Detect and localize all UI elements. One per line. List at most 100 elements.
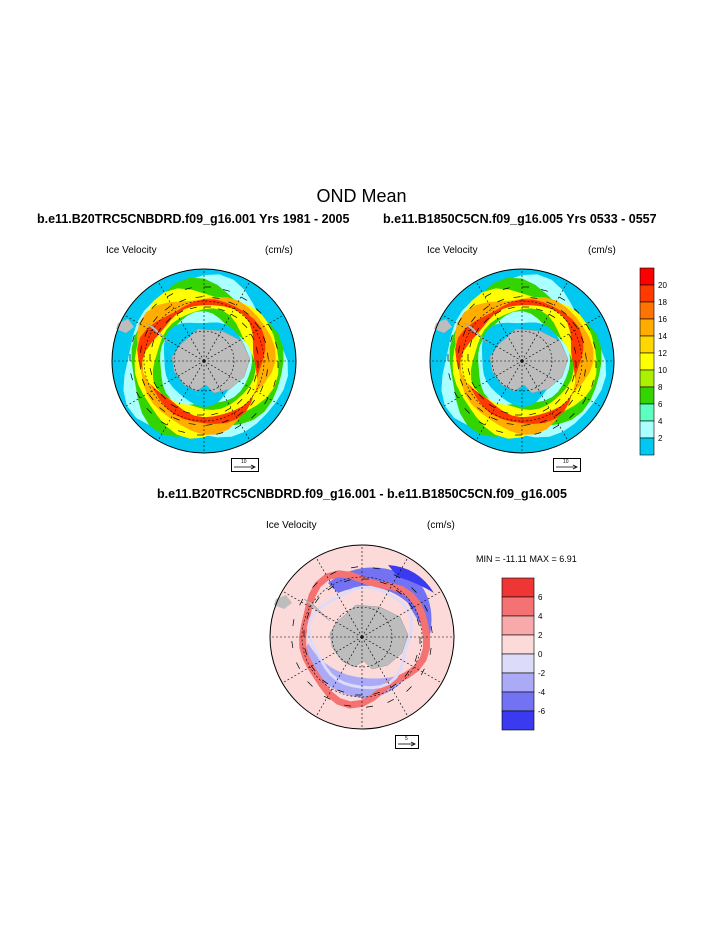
- panel1-vector: [260, 385, 264, 393]
- diff-vector: [307, 681, 313, 687]
- panel2-parallel: [461, 300, 583, 422]
- panel1-units: (cm/s): [265, 245, 293, 256]
- panel1-vector: [189, 306, 197, 310]
- velocity-colorbar-tick-label: 14: [658, 332, 667, 341]
- panel2-vector: [469, 303, 475, 309]
- diff-vector: [429, 647, 432, 655]
- panel1-vector: [139, 317, 144, 325]
- panel1-meridian: [203, 360, 251, 441]
- panel1-label: Ice Velocity: [106, 245, 157, 256]
- panel1-vector: [250, 333, 255, 341]
- velocity-colorbar-tick-label: 12: [658, 349, 667, 358]
- panel2-vector: [552, 424, 560, 429]
- panel2-vector: [477, 407, 484, 413]
- velocity-colorbar: 20 18 16 14 12 10 8 6 4 2: [639, 267, 667, 456]
- panel1-vector: [183, 411, 191, 414]
- diff-vector: [373, 691, 381, 695]
- panel1-vector: [216, 432, 224, 435]
- panel2-vector: [523, 424, 531, 426]
- panel2-parallel: [491, 330, 553, 392]
- diff-vector: [387, 699, 394, 703]
- panel1-vector: [153, 381, 158, 389]
- panel2-meridian: [521, 360, 602, 408]
- diff-vector: [296, 662, 300, 669]
- diff-meridian: [361, 636, 442, 684]
- panel1-outline: [111, 268, 297, 454]
- diff-meridian: [315, 557, 363, 638]
- panel2-antarctica: [489, 328, 569, 394]
- panel2-ref-vector: 10: [553, 458, 581, 472]
- panel1-vector: [144, 329, 148, 337]
- diff-ref-arrow-icon: [398, 741, 416, 747]
- diff-vector: [312, 582, 318, 588]
- panel2-vector: [534, 432, 542, 435]
- panel1-vector: [176, 310, 184, 315]
- panel1-vector: [177, 430, 185, 433]
- diff-colorbar-swatch: [501, 634, 535, 655]
- velocity-colorbar-tick-label: 4: [658, 417, 663, 426]
- panel2-case-title: b.e11.B1850C5CN.f09_g16.005 Yrs 0533 - 0…: [383, 212, 657, 226]
- panel1-vector: [165, 317, 172, 324]
- panel2-vector: [466, 394, 472, 401]
- panel1-parallel: [173, 330, 235, 392]
- diff-colorbar: 6 4 2 0 -2 -4 -6: [501, 577, 546, 731]
- panel1-vector: [264, 397, 269, 405]
- panel2-vector: [497, 298, 505, 303]
- panel2-meridian: [521, 360, 569, 441]
- panel1-vector: [275, 341, 278, 349]
- panel2-vector: [530, 297, 538, 299]
- panel2-vector: [450, 334, 453, 342]
- diff-vector: [330, 571, 337, 575]
- panel1-vector: [156, 327, 162, 335]
- diff-case-title: b.e11.B20TRC5CNBDRD.f09_g16.001 - b.e11.…: [157, 487, 567, 501]
- panel1-vector: [160, 421, 168, 426]
- panel1-vector: [152, 316, 158, 323]
- panel2-vector: [513, 296, 521, 298]
- panel2-vector: [593, 341, 596, 349]
- panel2-meridian: [442, 360, 523, 408]
- diff-units: (cm/s): [427, 520, 455, 531]
- diff-vector: [414, 654, 418, 662]
- panel1-vector: [146, 408, 152, 414]
- panel2-peninsula: [463, 322, 491, 346]
- panel1-antarctica: [171, 328, 251, 394]
- velocity-colorbar-swatch: [639, 318, 655, 337]
- diff-vector: [314, 597, 320, 604]
- panel1-vector: [230, 313, 238, 319]
- panel1-vector: [139, 362, 141, 370]
- panel1-vector: [241, 322, 248, 329]
- velocity-colorbar-tick-label: 18: [658, 298, 667, 307]
- panel2-vector: [558, 296, 566, 301]
- panel2-meridian: [521, 281, 569, 362]
- panel1-vector: [242, 309, 249, 315]
- panel1-vector: [254, 374, 257, 382]
- diff-vector: [350, 566, 359, 569]
- diff-vector: [430, 625, 433, 634]
- diff-meridian: [282, 636, 363, 684]
- diff-vector: [379, 581, 387, 585]
- diff-vector: [420, 668, 425, 676]
- diff-vector: [411, 587, 417, 593]
- diff-peninsula: [303, 598, 331, 622]
- diff-colorbar-tick-label: 6: [538, 593, 543, 602]
- panel2-vector: [568, 399, 574, 406]
- panel2-vector: [502, 287, 510, 290]
- panel1-vector: [224, 407, 232, 412]
- panel1-vector: [211, 412, 219, 416]
- panel1-meridian: [157, 360, 205, 441]
- panel1-peninsula: [145, 322, 173, 346]
- panel1-vector: [151, 303, 157, 309]
- panel2-vector: [495, 430, 503, 433]
- panel2-ref-vector-label: 10: [563, 459, 569, 465]
- panel2-ref-arrow-icon: [556, 464, 578, 470]
- panel2-vector: [529, 412, 537, 416]
- diff-vector: [322, 679, 329, 685]
- panel2-vector: [535, 308, 543, 311]
- panel2-meridian: [521, 314, 602, 362]
- panel1-vector: [240, 296, 248, 301]
- panel2-vector: [474, 327, 480, 335]
- velocity-colorbar-swatch: [639, 369, 655, 388]
- panel2-vector: [462, 329, 466, 337]
- panel2-outline: [429, 268, 615, 454]
- diff-vector: [408, 602, 414, 609]
